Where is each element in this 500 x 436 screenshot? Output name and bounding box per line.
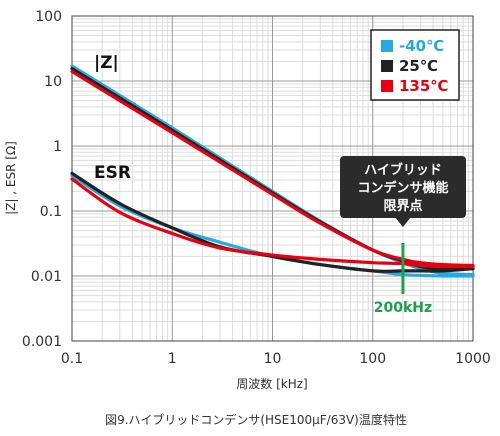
- y-tick-label: 10: [44, 74, 62, 90]
- callout-pointer: [394, 217, 411, 227]
- x-tick-label: 0.1: [61, 351, 83, 367]
- legend-label: 135℃: [399, 77, 448, 95]
- legend-swatch: [381, 60, 393, 72]
- y-tick-label: 1: [53, 139, 62, 155]
- y-tick-label: 100: [35, 9, 62, 25]
- esr-curve-label: ESR: [94, 163, 131, 183]
- callout-text-line: ハイブリッド: [364, 162, 442, 178]
- x-tick-label: 100: [359, 351, 386, 367]
- x-tick-label: 10: [264, 351, 282, 367]
- y-tick-label: 0.001: [22, 334, 62, 350]
- x-tick-label: 1000: [455, 351, 491, 367]
- callout-text-line: コンデンサ機能: [357, 180, 448, 196]
- y-tick-label: 0.01: [31, 269, 62, 285]
- legend-swatch: [381, 80, 393, 92]
- frequency-limit-label: 200kHz: [374, 300, 432, 316]
- series-layer: [70, 64, 475, 278]
- series-line-esr-25c: [70, 171, 475, 273]
- series-line-esr-135c: [70, 177, 475, 269]
- callout-box: [340, 156, 466, 218]
- legend-label: 25℃: [399, 57, 438, 75]
- x-axis-label: 周波数 [kHz]: [236, 376, 307, 391]
- legend-label: -40℃: [399, 37, 444, 55]
- series-line-z-135c: [70, 69, 475, 268]
- y-axis-label: |Z| , ESR [Ω]: [4, 141, 18, 215]
- legend-swatch: [381, 40, 393, 52]
- x-tick-label: 1: [168, 351, 177, 367]
- figure-caption: 図9.ハイブリッドコンデンサ(HSE100μF/63V)温度特性: [105, 412, 407, 427]
- legend: -40℃ 25℃ 135℃: [370, 29, 460, 101]
- grid: [71, 15, 474, 342]
- callout-text-line: 限界点: [383, 198, 422, 214]
- z-curve-label: |Z|: [94, 53, 119, 73]
- tick-labels: 0.1 1 10 100 1000 100 10 1 0.1 0.01 0.001: [22, 9, 491, 367]
- y-tick-label: 0.1: [40, 204, 62, 220]
